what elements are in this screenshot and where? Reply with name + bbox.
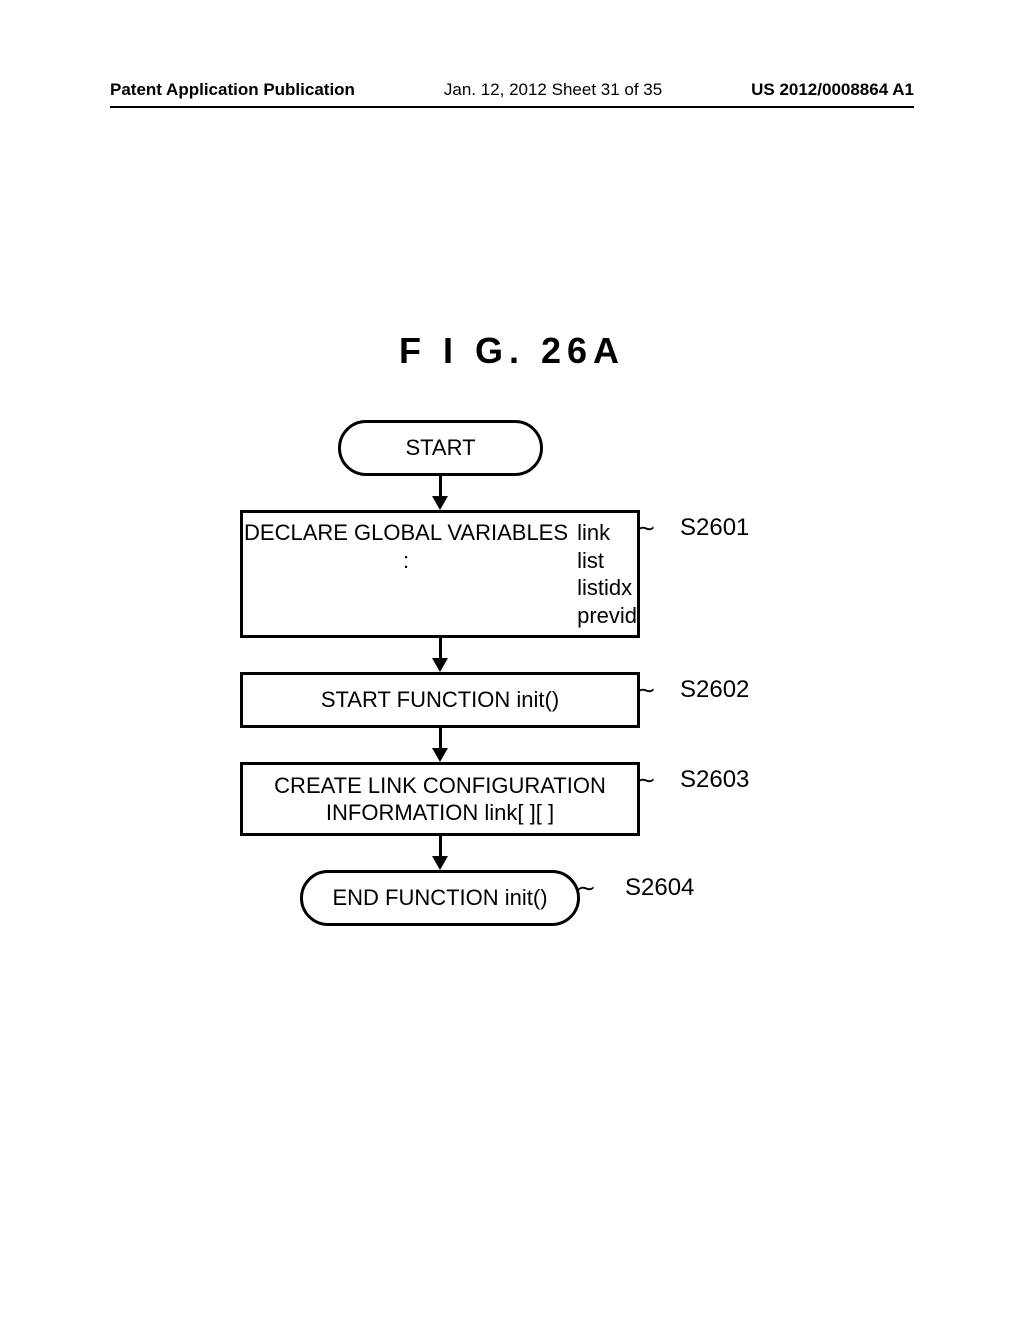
arrow-line — [439, 476, 442, 496]
arrow-line — [439, 728, 442, 748]
header-left: Patent Application Publication — [110, 80, 355, 100]
figure-title: F I G. 26A — [0, 330, 1024, 372]
flow-s2602: START FUNCTION init() — [240, 672, 640, 728]
flow-start: START — [338, 420, 543, 476]
arrow-line — [439, 638, 442, 658]
page-header: Patent Application Publication Jan. 12, … — [110, 80, 914, 108]
label-connector-icon: ∼ — [636, 676, 656, 705]
arrow-head-icon — [432, 856, 448, 870]
arrow-line — [439, 836, 442, 856]
flow-s2603: CREATE LINK CONFIGURATIONINFORMATION lin… — [240, 762, 640, 836]
step-label-S2604: S2604 — [625, 874, 694, 902]
arrow-head-icon — [432, 496, 448, 510]
header-center: Jan. 12, 2012 Sheet 31 of 35 — [444, 80, 662, 100]
label-connector-icon: ∼ — [636, 766, 656, 795]
label-connector-icon: ∼ — [636, 514, 656, 543]
step-label-S2603: S2603 — [680, 766, 749, 794]
header-right: US 2012/0008864 A1 — [751, 80, 914, 100]
arrow-head-icon — [432, 658, 448, 672]
step-label-S2602: S2602 — [680, 676, 749, 704]
step-label-S2601: S2601 — [680, 514, 749, 542]
label-connector-icon: ∼ — [576, 874, 596, 903]
flow-s2601: DECLARE GLOBAL VARIABLES :linklistlistid… — [240, 510, 640, 638]
arrow-head-icon — [432, 748, 448, 762]
flow-end: END FUNCTION init() — [300, 870, 580, 926]
